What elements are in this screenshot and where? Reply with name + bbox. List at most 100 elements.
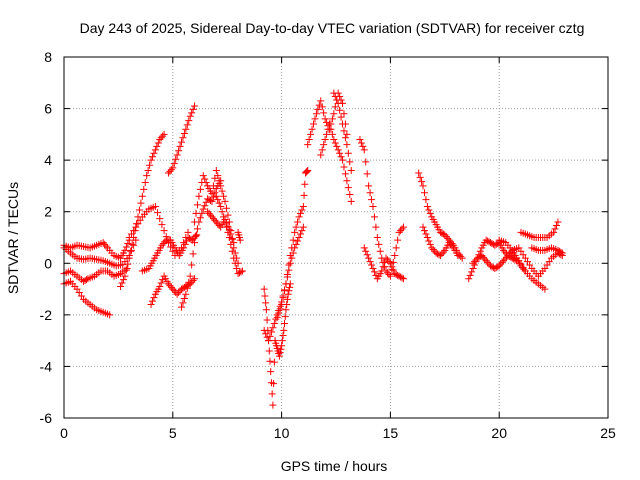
data-point <box>191 233 199 241</box>
data-point <box>81 276 89 284</box>
data-point <box>343 141 351 149</box>
data-point <box>267 328 275 336</box>
data-point <box>482 257 490 265</box>
data-point <box>344 184 352 192</box>
data-point <box>164 169 172 177</box>
y-tick-label: 2 <box>44 204 52 220</box>
data-point <box>383 256 391 264</box>
data-point <box>294 237 302 245</box>
data-point <box>166 282 174 290</box>
data-point <box>425 206 433 214</box>
data-point <box>261 292 269 300</box>
data-point <box>435 251 443 259</box>
data-point <box>389 266 397 274</box>
data-point <box>154 209 162 217</box>
data-series-sat-track-x <box>419 223 462 260</box>
data-point <box>156 215 164 223</box>
data-point <box>334 99 342 107</box>
data-point <box>397 273 405 281</box>
data-point <box>328 115 336 123</box>
data-point <box>484 258 492 266</box>
data-series-sat-track-u <box>356 136 407 280</box>
data-point <box>276 349 284 357</box>
data-point <box>214 172 222 180</box>
data-point <box>267 368 275 376</box>
data-point <box>159 132 167 140</box>
data-series-sat-track-t <box>330 89 355 174</box>
data-point <box>441 231 449 239</box>
data-point <box>179 134 187 142</box>
data-point <box>296 209 304 217</box>
data-point <box>359 142 367 150</box>
data-point <box>360 244 368 252</box>
data-point <box>144 166 152 174</box>
data-point <box>187 235 195 243</box>
data-point <box>320 141 328 149</box>
data-point <box>260 285 268 293</box>
data-point <box>124 240 132 248</box>
data-point <box>231 259 239 267</box>
data-point <box>209 193 217 201</box>
data-point <box>465 275 473 283</box>
data-point <box>122 243 130 251</box>
data-point <box>492 240 500 248</box>
data-point <box>192 232 200 240</box>
data-point <box>263 316 271 324</box>
data-point <box>500 246 508 254</box>
data-point <box>386 259 394 267</box>
data-point <box>283 295 291 303</box>
data-point <box>222 219 230 227</box>
data-point <box>325 120 333 128</box>
data-point <box>191 239 199 247</box>
data-point <box>292 240 300 248</box>
data-point <box>173 290 181 298</box>
data-point <box>212 218 220 226</box>
data-point <box>208 190 216 198</box>
data-point <box>368 261 376 269</box>
data-series-sat-track-h <box>147 272 199 309</box>
data-point <box>170 160 178 168</box>
data-point <box>397 227 405 235</box>
data-point <box>336 149 344 157</box>
data-point <box>501 255 509 263</box>
data-point <box>420 227 428 235</box>
data-point <box>278 301 286 309</box>
data-point <box>391 252 399 260</box>
data-point <box>127 246 135 254</box>
data-point <box>298 227 306 235</box>
data-point <box>314 105 322 113</box>
data-point <box>176 142 184 150</box>
data-point <box>486 262 494 270</box>
data-point <box>164 280 172 288</box>
data-point <box>199 205 207 213</box>
data-point <box>278 342 286 350</box>
data-point <box>376 247 384 255</box>
data-series-sat-track-g <box>138 231 201 275</box>
data-point <box>277 345 285 353</box>
data-point <box>217 203 225 211</box>
x-tick-label: 25 <box>600 425 616 441</box>
data-point <box>295 213 303 221</box>
data-point <box>422 230 430 238</box>
data-point <box>182 125 190 133</box>
data-point <box>368 196 376 204</box>
data-point <box>298 206 306 214</box>
data-point <box>327 125 335 133</box>
data-point <box>275 309 283 317</box>
data-point <box>344 149 352 157</box>
data-point <box>448 242 456 250</box>
data-point <box>160 130 168 138</box>
x-tick-label: 15 <box>383 425 399 441</box>
data-point <box>151 203 159 211</box>
data-point <box>157 279 165 287</box>
data-point <box>372 271 380 279</box>
data-point <box>207 211 215 219</box>
data-point <box>214 196 222 204</box>
data-series-sat-track-q <box>273 166 312 321</box>
data-point <box>228 234 236 242</box>
data-point <box>415 169 423 177</box>
data-point <box>550 228 558 236</box>
data-point <box>123 264 131 272</box>
data-point <box>478 252 486 260</box>
data-point <box>199 172 207 180</box>
